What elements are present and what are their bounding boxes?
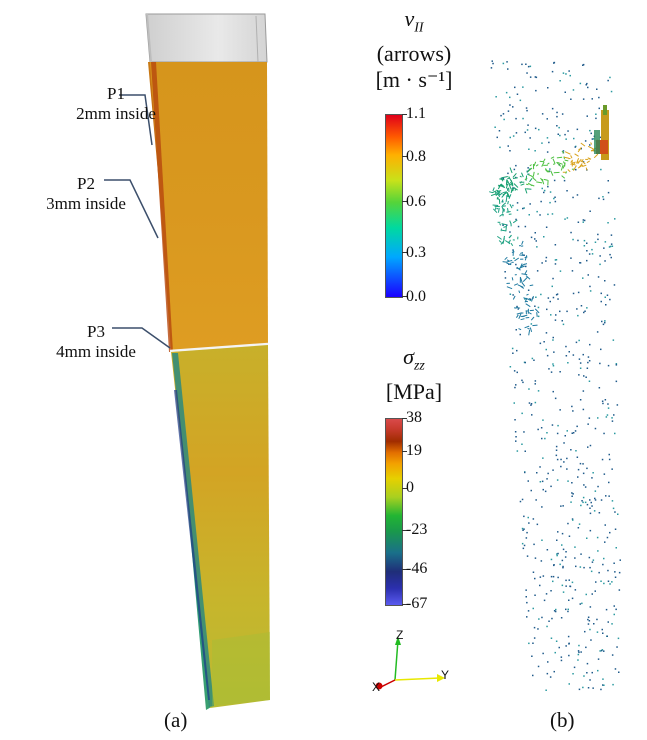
velocity-tick: 0.3 xyxy=(406,244,426,261)
axis-y-label: Y xyxy=(441,668,450,682)
section-boundary-line xyxy=(169,342,269,353)
velocity-tick: 0.6 xyxy=(406,193,426,210)
axis-z-label: Z xyxy=(396,628,404,642)
caption-panel-a: (a) xyxy=(164,708,188,732)
caption-panel-b: (b) xyxy=(550,708,575,732)
velocity-symbol: v xyxy=(404,6,415,31)
probe-p2-label: P2 3mm inside xyxy=(36,174,136,214)
velocity-legend: vII (arrows) [m · s⁻¹] xyxy=(360,6,468,93)
probe-p3-label: P3 4mm inside xyxy=(46,322,146,362)
velocity-legend-subtitle: (arrows) xyxy=(376,41,452,67)
stress-symbol: σ xyxy=(403,344,414,369)
stress-tick: -23 xyxy=(406,521,428,538)
stress-tick: 19 xyxy=(406,442,422,459)
velocity-subscript: II xyxy=(414,20,424,36)
velocity-arrow-field xyxy=(489,60,621,691)
stress-tick: 0 xyxy=(406,479,414,496)
probe-p1-label: P1 2mm inside xyxy=(76,84,156,124)
stress-tick-max: 38 xyxy=(406,409,422,426)
stress-tick: -46 xyxy=(406,560,428,577)
stress-colorbar xyxy=(385,418,403,606)
probe-p3-name: P3 xyxy=(87,322,105,341)
velocity-tick-max: 1.1 xyxy=(406,105,426,122)
velocity-legend-title: vII xyxy=(360,6,468,41)
velocity-legend-unit: [m · s⁻¹] xyxy=(375,67,453,93)
plate-upper-region xyxy=(150,62,268,352)
stress-legend-unit: [MPa] xyxy=(385,379,443,405)
probe-p1-name: P1 xyxy=(107,84,125,103)
stress-legend-title: σzz xyxy=(360,344,468,379)
inlet-gate xyxy=(594,105,609,160)
velocity-tick: 0.8 xyxy=(406,148,426,165)
plate-lower-region xyxy=(171,345,270,708)
probe-p3-leader xyxy=(112,327,171,349)
glass-cap xyxy=(145,13,268,63)
velocity-tick-min: 0.0 xyxy=(406,288,426,305)
probe-p2-name: P2 xyxy=(77,174,95,193)
probe-p2-desc: 3mm inside xyxy=(46,194,126,213)
velocity-colorbar xyxy=(385,114,403,298)
axes-triad xyxy=(375,636,445,690)
probe-p1-desc: 2mm inside xyxy=(76,104,156,123)
stress-subscript: zz xyxy=(413,358,425,374)
axis-x-label: X xyxy=(372,680,381,694)
stress-legend: σzz [MPa] xyxy=(360,344,468,405)
stress-tick-min: -67 xyxy=(406,595,428,612)
probe-p3-desc: 4mm inside xyxy=(56,342,136,361)
probe-p1-leader xyxy=(119,94,153,146)
probe-p2-leader xyxy=(104,179,159,239)
